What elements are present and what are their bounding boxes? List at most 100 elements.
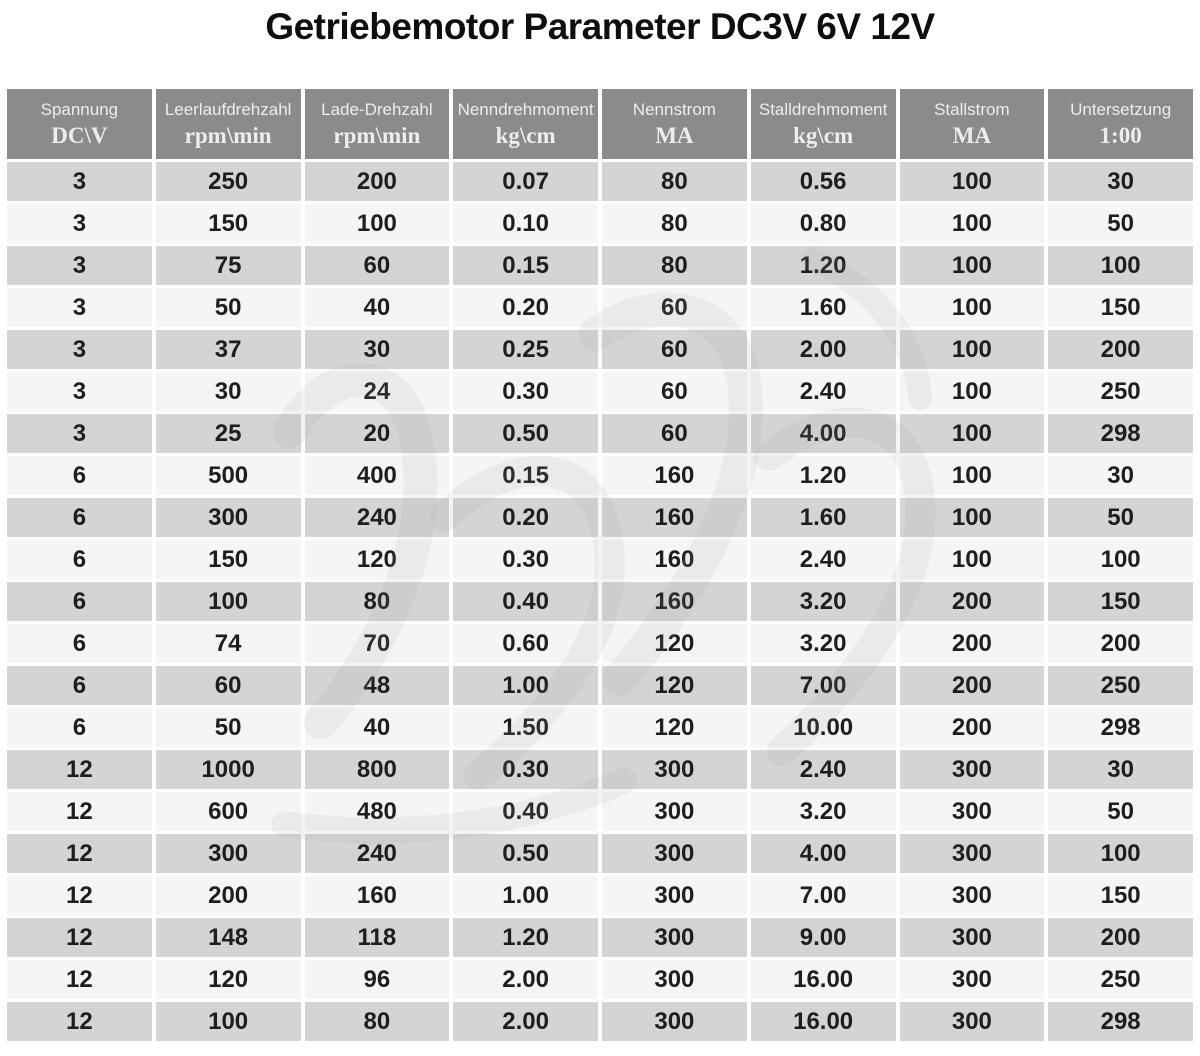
table-cell: 12 — [7, 918, 152, 957]
table-body: 3 250 200 0.07 80 0.56 100 30 3 150 100 0.10 80 0.80 1… — [7, 162, 1193, 1041]
table-cell: 6 — [7, 540, 152, 579]
table-cell: 300 — [602, 1002, 747, 1041]
table-cell: 1.20 — [750, 456, 896, 495]
table-cell: 50 — [1048, 792, 1193, 831]
table-cell: 298 — [1048, 1002, 1193, 1041]
table-cell: 3 — [7, 162, 152, 201]
table-cell: 0.40 — [453, 792, 598, 831]
table-cell: 2.40 — [750, 750, 896, 789]
table-cell: 60 — [602, 414, 747, 453]
table-cell: 4.00 — [750, 414, 896, 453]
table-cell: 2.40 — [750, 540, 896, 579]
table-cell: 500 — [155, 456, 301, 495]
table-row: 3 37 30 0.25 60 2.00 100 200 — [7, 330, 1193, 369]
column-header: Stalldrehmoment kg\cm — [750, 89, 896, 159]
table-cell: 240 — [304, 498, 450, 537]
table-cell: 60 — [304, 246, 450, 285]
column-header: Stallstrom MA — [899, 89, 1045, 159]
table-row: 12 100 80 2.00 300 16.00 300 298 — [7, 1002, 1193, 1041]
column-header: Nenndrehmoment kg\cm — [453, 89, 598, 159]
table-cell: 3 — [7, 246, 152, 285]
table-cell: 100 — [899, 204, 1045, 243]
table-cell: 200 — [155, 876, 301, 915]
table-cell: 12 — [7, 834, 152, 873]
table-cell: 6 — [7, 666, 152, 705]
table-cell: 0.60 — [453, 624, 598, 663]
table-cell: 80 — [602, 204, 747, 243]
table-cell: 6 — [7, 624, 152, 663]
column-unit: kg\cm — [793, 122, 854, 148]
table-row: 6 500 400 0.15 160 1.20 100 30 — [7, 456, 1193, 495]
table-cell: 12 — [7, 792, 152, 831]
table-row: 3 150 100 0.10 80 0.80 100 50 — [7, 204, 1193, 243]
parameter-table: Spannung DC\V Leerlaufdrehzahl rpm\min Lade-… — [3, 86, 1197, 1044]
table-cell: 300 — [602, 876, 747, 915]
table-cell: 1.60 — [750, 288, 896, 327]
column-unit: 1:00 — [1099, 122, 1142, 148]
table-cell: 3.20 — [750, 624, 896, 663]
column-header: Untersetzung 1:00 — [1048, 89, 1193, 159]
table-row: 12 200 160 1.00 300 7.00 300 150 — [7, 876, 1193, 915]
table-cell: 60 — [602, 330, 747, 369]
table-cell: 3 — [7, 204, 152, 243]
column-header: Nennstrom MA — [602, 89, 747, 159]
table-cell: 3 — [7, 414, 152, 453]
table-cell: 0.25 — [453, 330, 598, 369]
table-cell: 80 — [304, 1002, 450, 1041]
table-cell: 300 — [899, 1002, 1045, 1041]
table-row: 6 74 70 0.60 120 3.20 200 200 — [7, 624, 1193, 663]
table-cell: 1.50 — [453, 708, 598, 747]
table-cell: 600 — [155, 792, 301, 831]
table-cell: 1.60 — [750, 498, 896, 537]
table-cell: 6 — [7, 708, 152, 747]
table-cell: 50 — [155, 708, 301, 747]
column-label: Stallstrom — [934, 99, 1010, 119]
table-cell: 150 — [1048, 876, 1193, 915]
table-row: 3 250 200 0.07 80 0.56 100 30 — [7, 162, 1193, 201]
table-cell: 30 — [1048, 750, 1193, 789]
page-title: Getriebemotor Parameter DC3V 6V 12V — [265, 6, 935, 47]
table-cell: 200 — [899, 708, 1045, 747]
table-cell: 160 — [602, 582, 747, 621]
table-cell: 10.00 — [750, 708, 896, 747]
table-cell: 160 — [602, 456, 747, 495]
table-cell: 300 — [602, 792, 747, 831]
table-cell: 100 — [155, 1002, 301, 1041]
table-cell: 12 — [7, 960, 152, 999]
table-cell: 6 — [7, 582, 152, 621]
table-cell: 3 — [7, 372, 152, 411]
table-cell: 300 — [602, 750, 747, 789]
table-cell: 0.50 — [453, 834, 598, 873]
column-unit: MA — [952, 122, 992, 148]
column-header: Leerlaufdrehzahl rpm\min — [155, 89, 301, 159]
table-cell: 100 — [899, 288, 1045, 327]
table-row: 3 30 24 0.30 60 2.40 100 250 — [7, 372, 1193, 411]
table-cell: 50 — [1048, 498, 1193, 537]
table-cell: 7.00 — [750, 876, 896, 915]
table-cell: 250 — [1048, 960, 1193, 999]
column-unit: DC\V — [51, 122, 108, 148]
table-row: 6 60 48 1.00 120 7.00 200 250 — [7, 666, 1193, 705]
table-cell: 200 — [304, 162, 450, 201]
table-cell: 60 — [155, 666, 301, 705]
table-row: 6 300 240 0.20 160 1.60 100 50 — [7, 498, 1193, 537]
table-cell: 300 — [155, 498, 301, 537]
column-label: Nenndrehmoment — [457, 99, 594, 119]
table-cell: 300 — [899, 792, 1045, 831]
table-cell: 300 — [899, 834, 1045, 873]
table-cell: 16.00 — [750, 1002, 896, 1041]
table-cell: 0.20 — [453, 288, 598, 327]
table-cell: 250 — [1048, 372, 1193, 411]
column-unit: kg\cm — [495, 122, 556, 148]
table-cell: 148 — [155, 918, 301, 957]
table-cell: 150 — [155, 540, 301, 579]
column-label: Stalldrehmoment — [758, 99, 888, 119]
column-label: Leerlaufdrehzahl — [164, 99, 292, 119]
table-cell: 0.15 — [453, 456, 598, 495]
table-cell: 300 — [899, 918, 1045, 957]
column-unit: rpm\min — [184, 122, 272, 148]
table-cell: 298 — [1048, 708, 1193, 747]
table-cell: 3 — [7, 330, 152, 369]
table-row: 12 1000 800 0.30 300 2.40 300 30 — [7, 750, 1193, 789]
column-unit: MA — [655, 122, 694, 148]
